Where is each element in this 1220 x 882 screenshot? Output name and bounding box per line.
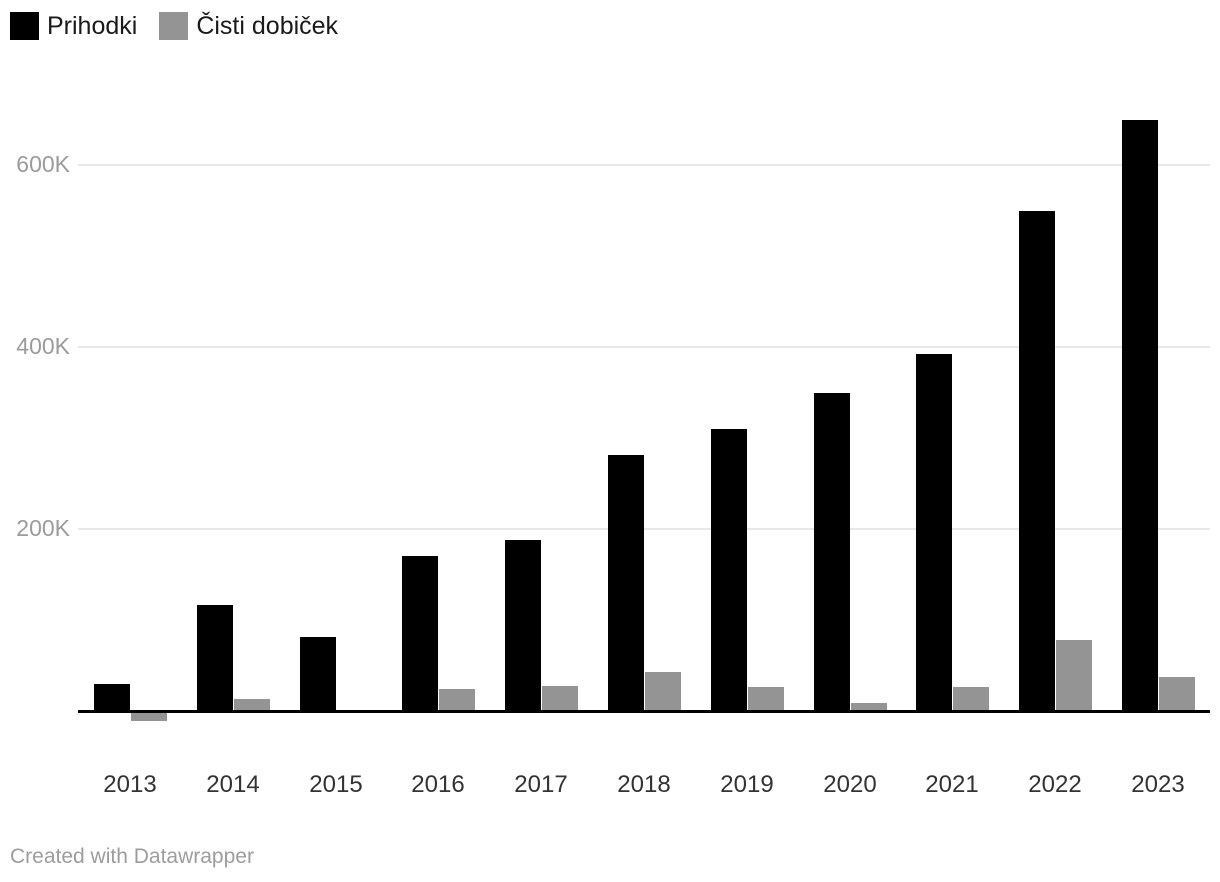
- legend-item-prihodki: Prihodki: [10, 12, 137, 40]
- bar-2017-prihodki[interactable]: [505, 539, 541, 711]
- legend-label-prihodki: Prihodki: [47, 12, 138, 40]
- legend-item-cisti-dobicek: Čisti dobiček: [159, 12, 338, 40]
- bar-2015-prihodki[interactable]: [300, 637, 336, 711]
- x-axis-tick-label-2018: 2018: [617, 771, 671, 798]
- bar-2019-prihodki[interactable]: [711, 428, 747, 711]
- x-axis-tick-label-2015: 2015: [309, 771, 363, 798]
- gridline-400K: [78, 346, 1210, 348]
- bar-2018-cisti-dobicek[interactable]: [645, 671, 681, 711]
- y-axis-tick-label: 600K: [16, 151, 70, 177]
- x-axis-tick-label-2021: 2021: [925, 771, 979, 798]
- legend-swatch-prihodki: [10, 12, 39, 40]
- bar-2014-cisti-dobicek[interactable]: [234, 699, 270, 711]
- gridline-600K: [78, 164, 1210, 166]
- bar-2018-prihodki[interactable]: [608, 455, 644, 711]
- datawrapper-credit: Created with Datawrapper: [10, 845, 254, 868]
- bar-2020-cisti-dobicek[interactable]: [851, 702, 887, 711]
- x-axis-tick-label-2022: 2022: [1028, 771, 1082, 798]
- bar-2022-cisti-dobicek[interactable]: [1056, 640, 1092, 711]
- legend-label-cisti-dobicek: Čisti dobiček: [196, 12, 339, 40]
- bar-2014-prihodki[interactable]: [197, 605, 233, 711]
- x-axis-tick-label-2013: 2013: [103, 771, 157, 798]
- bar-2016-cisti-dobicek[interactable]: [439, 689, 475, 711]
- bar-2016-prihodki[interactable]: [402, 556, 438, 711]
- x-axis-tick-label-2020: 2020: [823, 771, 877, 798]
- bar-2022-prihodki[interactable]: [1019, 210, 1055, 711]
- bar-2013-prihodki[interactable]: [94, 683, 130, 711]
- x-axis-tick-label-2019: 2019: [720, 771, 774, 798]
- bar-2023-cisti-dobicek[interactable]: [1159, 677, 1195, 711]
- x-axis-baseline: [78, 710, 1210, 713]
- bar-2021-prihodki[interactable]: [916, 354, 952, 711]
- bar-2020-prihodki[interactable]: [814, 393, 850, 711]
- x-axis-tick-label-2014: 2014: [206, 771, 260, 798]
- bar-2019-cisti-dobicek[interactable]: [748, 687, 784, 711]
- bar-2023-prihodki[interactable]: [1122, 120, 1158, 711]
- gridline-200K: [78, 528, 1210, 530]
- bar-2017-cisti-dobicek[interactable]: [542, 685, 578, 711]
- x-axis-tick-label-2016: 2016: [411, 771, 465, 798]
- y-axis-tick-label: 400K: [16, 333, 70, 359]
- x-axis-tick-label-2017: 2017: [514, 771, 568, 798]
- bar-2021-cisti-dobicek[interactable]: [953, 687, 989, 711]
- y-axis-tick-label: 200K: [16, 515, 70, 541]
- chart-legend: Prihodki Čisti dobiček: [10, 12, 338, 40]
- bar-2013-cisti-dobicek[interactable]: [131, 713, 167, 722]
- x-axis-tick-label-2023: 2023: [1131, 771, 1185, 798]
- legend-swatch-cisti-dobicek: [159, 12, 189, 40]
